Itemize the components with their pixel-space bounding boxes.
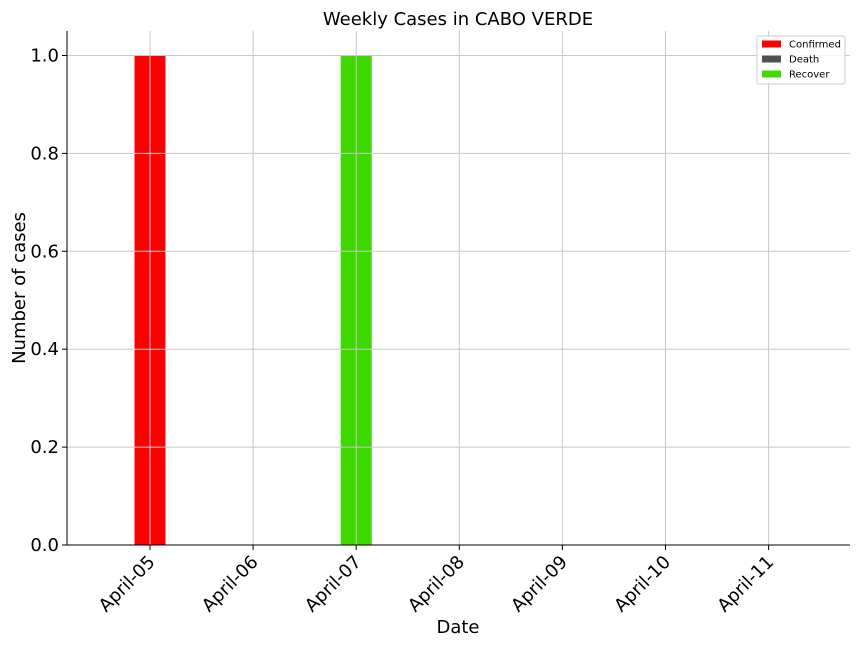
- legend-label-confirmed: Confirmed: [789, 40, 841, 51]
- y-tick-label: 0.8: [30, 143, 59, 164]
- legend-label-recover: Recover: [789, 70, 830, 81]
- y-tick-label: 0.2: [30, 437, 59, 458]
- y-tick-label: 1.0: [30, 45, 59, 66]
- x-tick-label: April-08: [404, 552, 469, 617]
- x-tick-label: April-11: [713, 552, 778, 617]
- legend-swatch-death: [762, 55, 781, 63]
- chart-title: Weekly Cases in CABO VERDE: [323, 9, 593, 30]
- y-tick-label: 0.6: [30, 241, 59, 262]
- x-tick-label: April-06: [198, 552, 263, 617]
- x-ticks: April-05 April-06 April-07 April-08 April-09…: [95, 545, 778, 616]
- x-axis-label: Date: [436, 617, 479, 638]
- x-tick-label: April-09: [507, 552, 572, 617]
- legend: Confirmed Death Recover: [756, 35, 846, 85]
- x-tick-label: April-10: [610, 552, 675, 617]
- legend-label-death: Death: [789, 55, 819, 66]
- y-tick-label: 0.4: [30, 339, 59, 360]
- x-tick-label: April-05: [95, 552, 160, 617]
- legend-swatch-recover: [762, 70, 781, 78]
- y-axis-label: Number of cases: [9, 212, 30, 364]
- gridlines: [67, 31, 850, 546]
- y-ticks: 0.0 0.2 0.4 0.6 0.8 1.0: [30, 45, 67, 556]
- axes: [66, 31, 850, 546]
- y-tick-label: 0.0: [30, 535, 59, 556]
- x-tick-label: April-07: [301, 552, 366, 617]
- legend-swatch-confirmed: [762, 40, 781, 48]
